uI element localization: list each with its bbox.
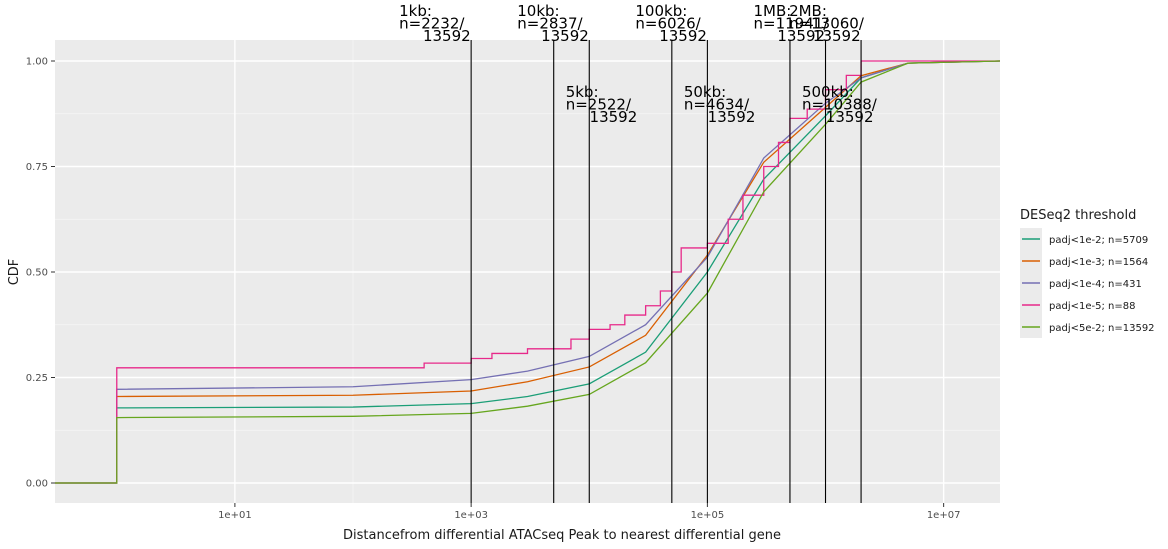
- threshold-lines: [470, 40, 862, 503]
- threshold-label-line: n=2522/: [566, 96, 632, 114]
- threshold-label-line: 2MB:: [789, 2, 827, 20]
- x-tick-label: 1e+01: [218, 510, 252, 521]
- threshold-label-2: 5kb: n=2522/ 13592: [566, 83, 638, 126]
- threshold-label-5: 100kb: n=6026/ 13592: [635, 2, 707, 45]
- threshold-label-line: 13592: [789, 27, 861, 45]
- threshold-label-line: 100kb:: [635, 2, 687, 20]
- x-axis-ticks: 1e+01 1e+03 1e+05 1e+07: [218, 503, 960, 521]
- threshold-label-3: 10kb: n=2837/ 13592: [517, 2, 589, 45]
- series-line-5: [55, 60, 1001, 484]
- threshold-label-line: 13592: [684, 108, 756, 126]
- threshold-label-7: 1MB: n=11941/ 13592: [754, 2, 830, 45]
- x-tick-label: 1e+05: [691, 510, 725, 521]
- threshold-label-6: 500kb: n=10388/ 13592: [802, 83, 878, 126]
- threshold-label-line: 500kb:: [802, 83, 854, 101]
- threshold-label-line: n=2837/: [517, 15, 583, 33]
- x-tick-label: 1e+03: [454, 510, 488, 521]
- threshold-label-line: 13592: [399, 27, 471, 45]
- legend-label-4: padj<1e-5; n=88: [1049, 301, 1135, 312]
- threshold-label-line: n=10388/: [802, 96, 878, 114]
- threshold-label-line: 10kb:: [517, 2, 559, 20]
- threshold-label-line: n=11941/: [754, 15, 830, 33]
- x-tick-label: 1e+07: [927, 510, 961, 521]
- series-line-3: [55, 60, 1001, 484]
- legend-label-3: padj<1e-4; n=431: [1049, 279, 1142, 290]
- y-tick-label: 0.75: [26, 162, 48, 173]
- legend-label-5: padj<5e-2; n=13592: [1049, 323, 1155, 334]
- threshold-label-line: 5kb:: [566, 83, 599, 101]
- y-tick-label: 0.50: [26, 268, 48, 279]
- x-axis-title: Distancefrom differential ATACseq Peak t…: [343, 528, 781, 543]
- legend-label-1: padj<1e-2; n=5709: [1049, 235, 1148, 246]
- y-axis-ticks: 0.00 0.25 0.50 0.75 1.00: [26, 57, 55, 490]
- threshold-label-line: 1kb:: [399, 2, 432, 20]
- threshold-label-line: 50kb:: [684, 83, 726, 101]
- y-tick-label: 0.25: [26, 373, 48, 384]
- threshold-label-1: 1kb: n=2232/ 13592: [399, 2, 471, 45]
- threshold-label-line: n=13060/: [789, 15, 865, 33]
- threshold-label-line: n=6026/: [635, 15, 701, 33]
- series-layer: [55, 60, 1001, 484]
- threshold-label-line: 13592: [517, 27, 589, 45]
- legend-title: DESeq2 threshold: [1020, 208, 1136, 223]
- threshold-label-line: 1MB:: [754, 2, 792, 20]
- y-tick-label: 1.00: [26, 57, 48, 68]
- y-tick-label: 0.00: [26, 479, 48, 490]
- threshold-label-line: 13592: [802, 108, 874, 126]
- threshold-label-line: n=4634/: [684, 96, 750, 114]
- series-line-1: [55, 60, 1001, 484]
- threshold-label-line: 13592: [635, 27, 707, 45]
- legend: DESeq2 threshold padj<1e-2; n=5709 padj<1…: [1020, 208, 1155, 338]
- legend-label-2: padj<1e-3; n=1564: [1049, 257, 1148, 268]
- threshold-label-4: 50kb: n=4634/ 13592: [684, 83, 756, 126]
- threshold-label-8: 2MB: n=13060/ 13592: [789, 2, 865, 45]
- threshold-label-line: n=2232/: [399, 15, 465, 33]
- series-line-2: [55, 60, 1001, 484]
- threshold-label-line: 13592: [754, 27, 826, 45]
- y-axis-title: CDF: [7, 259, 22, 286]
- threshold-label-line: 13592: [566, 108, 638, 126]
